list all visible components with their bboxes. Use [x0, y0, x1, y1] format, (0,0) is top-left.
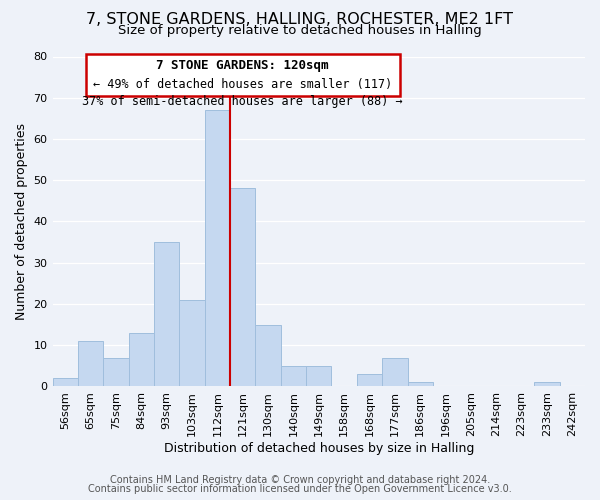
Text: 37% of semi-detached houses are larger (88) →: 37% of semi-detached houses are larger (…: [82, 96, 403, 108]
Bar: [179, 300, 205, 386]
Bar: [281, 366, 306, 386]
Text: Contains HM Land Registry data © Crown copyright and database right 2024.: Contains HM Land Registry data © Crown c…: [110, 475, 490, 485]
Bar: [256, 324, 281, 386]
X-axis label: Distribution of detached houses by size in Halling: Distribution of detached houses by size …: [164, 442, 474, 455]
Bar: [534, 382, 560, 386]
Bar: [78, 341, 103, 386]
Bar: [53, 378, 78, 386]
Text: ← 49% of detached houses are smaller (117): ← 49% of detached houses are smaller (11…: [93, 78, 392, 92]
Bar: [407, 382, 433, 386]
Bar: [103, 358, 128, 386]
Text: 7 STONE GARDENS: 120sqm: 7 STONE GARDENS: 120sqm: [157, 60, 329, 72]
Bar: [205, 110, 230, 386]
Bar: [382, 358, 407, 386]
Text: 7, STONE GARDENS, HALLING, ROCHESTER, ME2 1FT: 7, STONE GARDENS, HALLING, ROCHESTER, ME…: [86, 12, 514, 28]
Bar: [154, 242, 179, 386]
Bar: [128, 333, 154, 386]
Text: Contains public sector information licensed under the Open Government Licence v3: Contains public sector information licen…: [88, 484, 512, 494]
Bar: [306, 366, 331, 386]
Bar: [230, 188, 256, 386]
Text: Size of property relative to detached houses in Halling: Size of property relative to detached ho…: [118, 24, 482, 37]
Bar: [357, 374, 382, 386]
Y-axis label: Number of detached properties: Number of detached properties: [15, 123, 28, 320]
